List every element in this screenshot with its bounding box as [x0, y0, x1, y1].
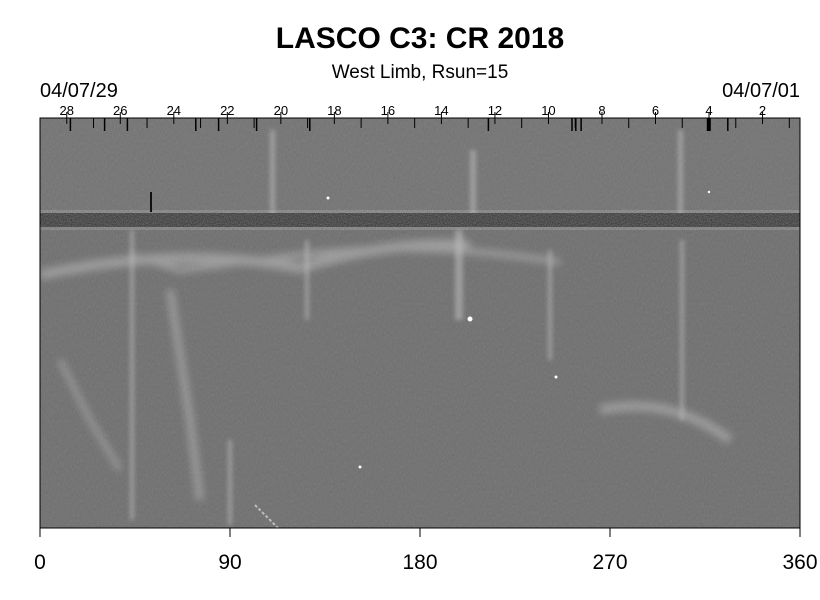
occulter-band-noise [40, 210, 800, 230]
x-tick-label: 90 [218, 551, 241, 574]
top-axis-label: 26 [113, 103, 127, 118]
x-tick-label: 180 [402, 551, 437, 574]
vertical-streaks [130, 130, 684, 525]
top-axis-label: 2 [759, 103, 766, 118]
bright-points [326, 190, 711, 469]
heatmap-image [40, 118, 800, 528]
top-axis-label: 16 [381, 103, 395, 118]
end-date-label: 04/07/01 [722, 80, 800, 102]
chart-title: LASCO C3: CR 2018 [276, 22, 564, 55]
x-tick-label: 270 [592, 551, 627, 574]
x-tick-label: 360 [782, 551, 817, 574]
x-tick-label: 0 [34, 551, 46, 574]
top-axis-label: 12 [488, 103, 502, 118]
top-axis-label: 22 [220, 103, 234, 118]
top-date-axis: 28 26 24 22 20 18 16 14 12 10 8 6 4 2 [39, 103, 790, 131]
diagonal-streak [254, 504, 279, 528]
top-axis-label: 8 [598, 103, 605, 118]
bright-features [40, 239, 733, 501]
dark-mark [150, 192, 152, 212]
top-axis-label: 18 [327, 103, 341, 118]
top-axis-label: 4 [705, 103, 712, 118]
top-axis-label: 20 [274, 103, 288, 118]
chart-subtitle: West Limb, Rsun=15 [332, 62, 509, 83]
top-axis-label: 28 [60, 103, 74, 118]
top-axis-label: 24 [167, 103, 181, 118]
top-axis-label: 6 [652, 103, 659, 118]
top-axis-label: 14 [434, 103, 448, 118]
start-date-label: 04/07/29 [40, 80, 118, 102]
x-axis: 0 90 180 270 360 [34, 528, 818, 574]
heatmap-noise-texture [40, 118, 800, 528]
top-axis-label: 10 [541, 103, 555, 118]
